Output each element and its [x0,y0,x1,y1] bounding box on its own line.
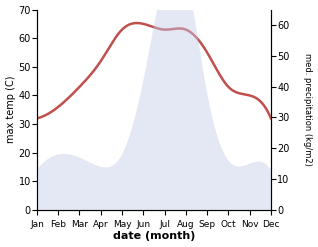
Y-axis label: max temp (C): max temp (C) [5,76,16,144]
Y-axis label: med. precipitation (kg/m2): med. precipitation (kg/m2) [303,53,313,166]
X-axis label: date (month): date (month) [113,231,195,242]
